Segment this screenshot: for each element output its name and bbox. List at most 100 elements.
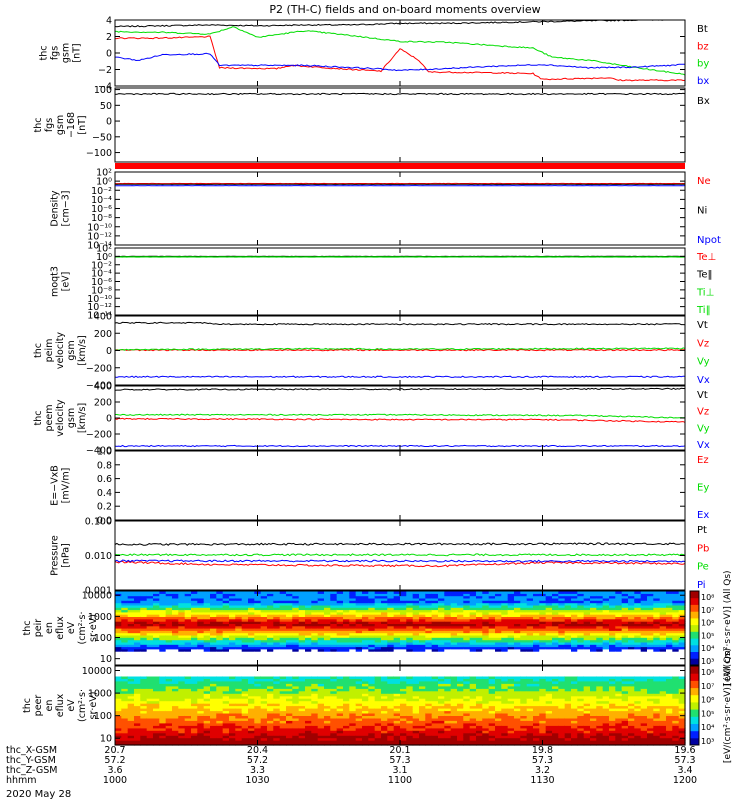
heatmap-cell <box>374 700 382 704</box>
heatmap-cell <box>222 597 230 601</box>
heatmap-cell <box>267 607 274 611</box>
heatmap-cell <box>628 651 635 654</box>
heatmap-cell <box>254 637 262 641</box>
heatmap-cell <box>615 653 623 657</box>
heatmap-cell <box>197 609 205 613</box>
heatmap-cell <box>235 660 243 664</box>
heatmap-cell <box>374 740 382 744</box>
heatmap-cell <box>628 593 635 597</box>
heatmap-cell <box>615 616 623 620</box>
heatmap-cell <box>419 660 426 664</box>
heatmap-cell <box>216 602 224 606</box>
heatmap-cell <box>609 593 616 597</box>
heatmap-cell <box>609 614 616 617</box>
heatmap-cell <box>197 602 205 606</box>
heatmap-cell <box>438 602 445 606</box>
heatmap-cell <box>368 712 376 716</box>
heatmap-cell <box>621 597 629 601</box>
heatmap-cell <box>197 630 205 634</box>
heatmap-cell <box>260 609 268 613</box>
heatmap-cell <box>115 685 122 689</box>
heatmap-cell <box>222 634 230 638</box>
heatmap-cell <box>520 616 528 620</box>
heatmap-cell <box>203 675 211 679</box>
heatmap-cell <box>279 666 287 670</box>
heatmap-cell <box>653 653 661 657</box>
heatmap-cell <box>330 604 338 608</box>
heatmap-cell <box>387 655 395 659</box>
heatmap-cell <box>324 623 331 627</box>
heatmap-cell <box>406 705 414 709</box>
heatmap-cell <box>241 660 249 664</box>
heatmap-cell <box>184 670 192 674</box>
heatmap-cell <box>191 670 198 674</box>
heatmap-cell <box>298 685 306 689</box>
heatmap-cell <box>229 688 236 692</box>
heatmap-cell <box>374 698 382 702</box>
heatmap-cell <box>647 639 654 643</box>
heatmap-cell <box>596 600 604 604</box>
heatmap-cell <box>121 655 129 659</box>
heatmap-cell <box>121 695 129 699</box>
heatmap-cell <box>311 639 319 643</box>
heatmap-cell <box>330 710 338 714</box>
heatmap-cell <box>146 730 154 734</box>
heatmap-cell <box>298 646 306 650</box>
heatmap-cell <box>279 625 287 629</box>
heatmap-cell <box>583 658 591 661</box>
heatmap-cell <box>127 678 135 682</box>
heatmap-cell <box>305 648 312 652</box>
heatmap-cell <box>488 604 496 608</box>
heatmap-cell <box>501 648 509 652</box>
heatmap-cell <box>146 703 154 707</box>
heatmap-cell <box>552 600 559 604</box>
heatmap-cell <box>178 625 186 629</box>
heatmap-cell <box>609 653 616 657</box>
heatmap-cell <box>678 662 686 666</box>
heatmap-cell <box>248 593 255 597</box>
heatmap-cell <box>267 690 274 694</box>
heatmap-cell <box>172 710 179 714</box>
heatmap-cell <box>393 614 401 617</box>
heatmap-cell <box>330 668 338 672</box>
heatmap-cell <box>222 703 230 707</box>
heatmap-cell <box>647 641 654 645</box>
heatmap-cell <box>343 666 350 670</box>
heatmap-cell <box>393 698 401 702</box>
heatmap-cell <box>146 680 154 684</box>
heatmap-cell <box>507 609 515 613</box>
heatmap-cell <box>406 720 414 724</box>
heatmap-cell <box>368 604 376 608</box>
heatmap-cell <box>324 602 331 606</box>
heatmap-cell <box>463 600 471 604</box>
legend-entry: bx <box>697 76 709 87</box>
heatmap-cell <box>406 732 414 736</box>
heatmap-cell <box>146 591 154 594</box>
heatmap-cell <box>210 712 217 716</box>
heatmap-cell <box>330 703 338 707</box>
heatmap-cell <box>640 662 648 666</box>
heatmap-cell <box>292 683 300 687</box>
heatmap-cell <box>666 591 673 594</box>
heatmap-cell <box>526 644 534 648</box>
heatmap-cell <box>197 690 205 694</box>
heatmap-cell <box>596 625 604 629</box>
heatmap-cell <box>216 639 224 643</box>
heatmap-cell <box>153 614 160 617</box>
heatmap-cell <box>577 662 585 666</box>
heatmap-cell <box>552 616 559 620</box>
heatmap-cell <box>146 705 154 709</box>
heatmap-cell <box>571 618 578 622</box>
heatmap-cell <box>431 625 439 629</box>
heatmap-cell <box>153 616 160 620</box>
heatmap-cell <box>621 637 629 641</box>
heatmap-cell <box>248 683 255 687</box>
heatmap-cell <box>419 618 426 622</box>
heatmap-cell <box>343 670 350 674</box>
heatmap-cell <box>159 673 167 677</box>
heatmap-cell <box>279 683 287 687</box>
heatmap-cell <box>216 593 224 597</box>
heatmap-cell <box>203 653 211 657</box>
heatmap-cell <box>431 660 439 664</box>
heatmap-cell <box>431 621 439 624</box>
